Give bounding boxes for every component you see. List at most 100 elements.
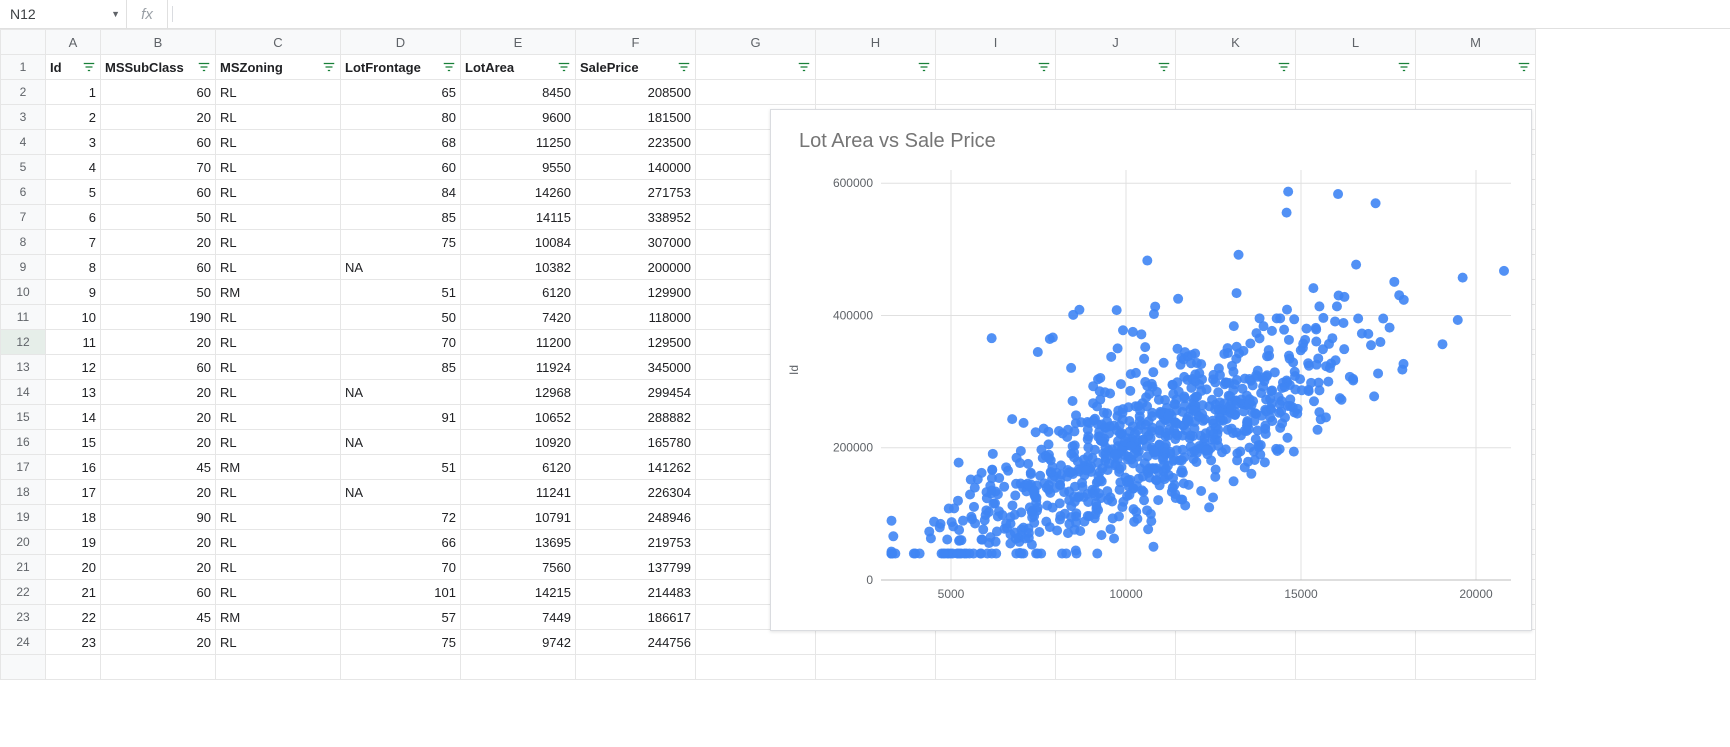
cell-A18[interactable]: 17 xyxy=(46,480,101,505)
cell-C16[interactable]: RL xyxy=(216,430,341,455)
cell-F8[interactable]: 307000 xyxy=(576,230,696,255)
cell-F9[interactable]: 200000 xyxy=(576,255,696,280)
cell-K24[interactable] xyxy=(1176,630,1296,655)
cell-E16[interactable]: 10920 xyxy=(461,430,576,455)
cell-E18[interactable]: 11241 xyxy=(461,480,576,505)
cell-A16[interactable]: 15 xyxy=(46,430,101,455)
filter-icon[interactable] xyxy=(1157,60,1171,74)
header-cell-B[interactable]: MSSubClass xyxy=(101,55,216,80)
cell-C12[interactable]: RL xyxy=(216,330,341,355)
cell-E7[interactable]: 14115 xyxy=(461,205,576,230)
column-header-J[interactable]: J xyxy=(1056,30,1176,55)
cell-B3[interactable]: 20 xyxy=(101,105,216,130)
cell-A6[interactable]: 5 xyxy=(46,180,101,205)
cell-L25[interactable] xyxy=(1296,655,1416,680)
cell-A13[interactable]: 12 xyxy=(46,355,101,380)
cell-C9[interactable]: RL xyxy=(216,255,341,280)
header-cell-G[interactable] xyxy=(696,55,816,80)
cell-A19[interactable]: 18 xyxy=(46,505,101,530)
column-header-I[interactable]: I xyxy=(936,30,1056,55)
cell-L24[interactable] xyxy=(1296,630,1416,655)
cell-D16[interactable]: NA xyxy=(341,430,461,455)
cell-E19[interactable]: 10791 xyxy=(461,505,576,530)
cell-C5[interactable]: RL xyxy=(216,155,341,180)
cell-A8[interactable]: 7 xyxy=(46,230,101,255)
row-header-23[interactable]: 23 xyxy=(1,605,46,630)
cell-A21[interactable]: 20 xyxy=(46,555,101,580)
cell-F10[interactable]: 129900 xyxy=(576,280,696,305)
row-header-1[interactable]: 1 xyxy=(1,55,46,80)
cell-F2[interactable]: 208500 xyxy=(576,80,696,105)
cell-G25[interactable] xyxy=(696,655,816,680)
cell-C21[interactable]: RL xyxy=(216,555,341,580)
cell-E8[interactable]: 10084 xyxy=(461,230,576,255)
cell-E12[interactable]: 11200 xyxy=(461,330,576,355)
row-header-22[interactable]: 22 xyxy=(1,580,46,605)
cell-E17[interactable]: 6120 xyxy=(461,455,576,480)
row-header-11[interactable]: 11 xyxy=(1,305,46,330)
cell-B15[interactable]: 20 xyxy=(101,405,216,430)
column-header-C[interactable]: C xyxy=(216,30,341,55)
row-header-8[interactable]: 8 xyxy=(1,230,46,255)
cell-I24[interactable] xyxy=(936,630,1056,655)
cell-F14[interactable]: 299454 xyxy=(576,380,696,405)
filter-icon[interactable] xyxy=(677,60,691,74)
cell-E21[interactable]: 7560 xyxy=(461,555,576,580)
cell-D5[interactable]: 60 xyxy=(341,155,461,180)
name-box[interactable]: N12 ▼ xyxy=(0,0,127,28)
header-cell-F[interactable]: SalePrice xyxy=(576,55,696,80)
cell-B17[interactable]: 45 xyxy=(101,455,216,480)
cell-F6[interactable]: 271753 xyxy=(576,180,696,205)
row-header-14[interactable]: 14 xyxy=(1,380,46,405)
cell-H2[interactable] xyxy=(816,80,936,105)
cell-F25[interactable] xyxy=(576,655,696,680)
cell-C2[interactable]: RL xyxy=(216,80,341,105)
cell-B11[interactable]: 190 xyxy=(101,305,216,330)
cell-A20[interactable]: 19 xyxy=(46,530,101,555)
column-header-E[interactable]: E xyxy=(461,30,576,55)
cell-F24[interactable]: 244756 xyxy=(576,630,696,655)
cell-C8[interactable]: RL xyxy=(216,230,341,255)
cell-A7[interactable]: 6 xyxy=(46,205,101,230)
cell-D17[interactable]: 51 xyxy=(341,455,461,480)
header-cell-J[interactable] xyxy=(1056,55,1176,80)
cell-F5[interactable]: 140000 xyxy=(576,155,696,180)
column-header-K[interactable]: K xyxy=(1176,30,1296,55)
cell-J24[interactable] xyxy=(1056,630,1176,655)
row-header-6[interactable]: 6 xyxy=(1,180,46,205)
column-header-F[interactable]: F xyxy=(576,30,696,55)
cell-D8[interactable]: 75 xyxy=(341,230,461,255)
cell-F23[interactable]: 186617 xyxy=(576,605,696,630)
row-header-15[interactable]: 15 xyxy=(1,405,46,430)
cell-A14[interactable]: 13 xyxy=(46,380,101,405)
cell-E2[interactable]: 8450 xyxy=(461,80,576,105)
cell-D7[interactable]: 85 xyxy=(341,205,461,230)
filter-icon[interactable] xyxy=(1037,60,1051,74)
filter-icon[interactable] xyxy=(322,60,336,74)
cell-F18[interactable]: 226304 xyxy=(576,480,696,505)
cell-H24[interactable] xyxy=(816,630,936,655)
cell-C17[interactable]: RM xyxy=(216,455,341,480)
cell-B21[interactable]: 20 xyxy=(101,555,216,580)
cell-C13[interactable]: RL xyxy=(216,355,341,380)
cell-C22[interactable]: RL xyxy=(216,580,341,605)
filter-icon[interactable] xyxy=(557,60,571,74)
cell-D25[interactable] xyxy=(341,655,461,680)
cell-F12[interactable]: 129500 xyxy=(576,330,696,355)
cell-D19[interactable]: 72 xyxy=(341,505,461,530)
cell-D4[interactable]: 68 xyxy=(341,130,461,155)
row-header-10[interactable]: 10 xyxy=(1,280,46,305)
filter-icon[interactable] xyxy=(197,60,211,74)
cell-F19[interactable]: 248946 xyxy=(576,505,696,530)
row-header-16[interactable]: 16 xyxy=(1,430,46,455)
cell-A24[interactable]: 23 xyxy=(46,630,101,655)
filter-icon[interactable] xyxy=(1517,60,1531,74)
header-cell-K[interactable] xyxy=(1176,55,1296,80)
cell-D6[interactable]: 84 xyxy=(341,180,461,205)
row-header-25[interactable] xyxy=(1,655,46,680)
row-header-21[interactable]: 21 xyxy=(1,555,46,580)
cell-E4[interactable]: 11250 xyxy=(461,130,576,155)
cell-E6[interactable]: 14260 xyxy=(461,180,576,205)
cell-E24[interactable]: 9742 xyxy=(461,630,576,655)
cell-C15[interactable]: RL xyxy=(216,405,341,430)
